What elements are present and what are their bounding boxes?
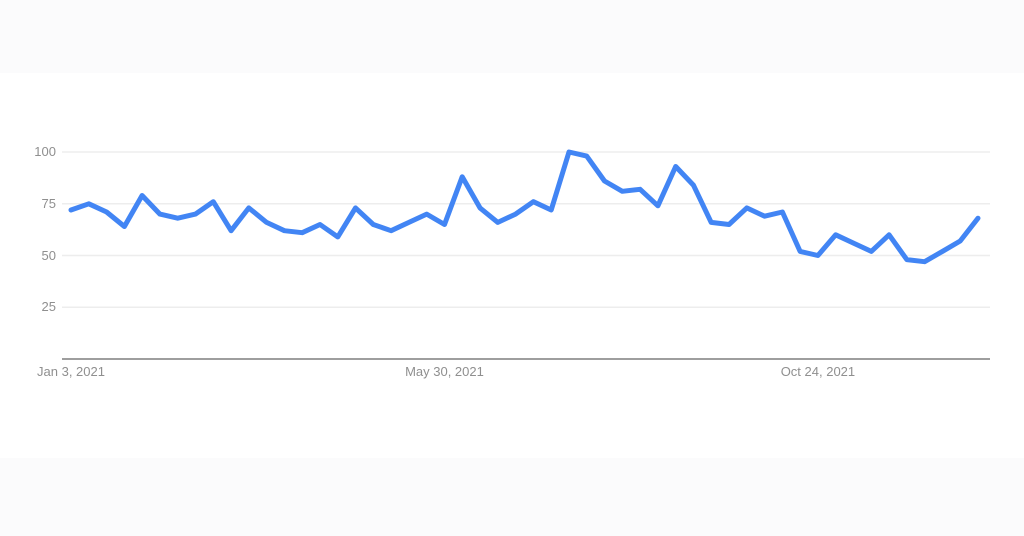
x-axis-tick-label: Jan 3, 2021 [37, 364, 105, 379]
y-axis-tick-label: 75 [41, 195, 56, 211]
trend-line[interactable] [68, 149, 981, 265]
y-axis-tick-label: 100 [34, 144, 56, 159]
x-axis-tick-label: Oct 24, 2021 [780, 364, 856, 379]
y-axis-tick-label: 25 [41, 299, 56, 315]
x-axis-tick-label: May 30, 2021 [405, 364, 484, 379]
trends-chart-card [0, 73, 1024, 458]
y-axis-tick-label: 50 [41, 247, 56, 263]
